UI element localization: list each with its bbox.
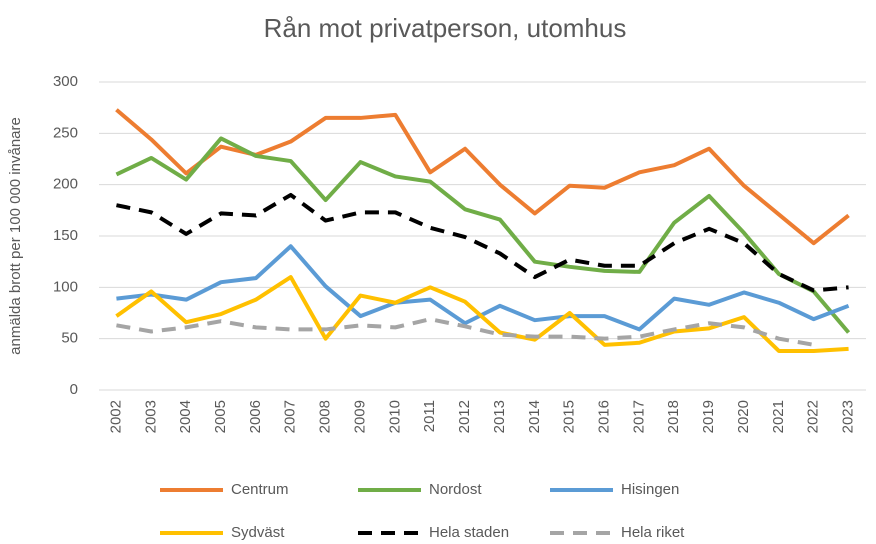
- y-axis-label: anmälda brott per 100 000 invånare: [7, 117, 24, 355]
- x-tick-label: 2022: [805, 400, 822, 433]
- x-tick-label: 2009: [351, 400, 368, 433]
- y-tick-label: 50: [61, 330, 78, 347]
- line-series: [116, 192, 849, 293]
- y-tick-label: 100: [53, 278, 78, 295]
- x-tick-label: 2013: [491, 400, 508, 433]
- x-tick-label: 2018: [665, 400, 682, 433]
- x-tick-label: 2016: [595, 400, 612, 433]
- y-tick-label: 250: [53, 124, 78, 141]
- line-series: [115, 136, 851, 334]
- x-tick-label: 2008: [317, 400, 334, 433]
- x-tick-label: 2014: [526, 400, 543, 433]
- y-tick-label: 0: [70, 381, 78, 398]
- x-tick-label: 2020: [735, 400, 752, 433]
- x-tick-label: 2023: [840, 400, 857, 433]
- legend-label: Hela riket: [621, 524, 685, 541]
- x-tick-label: 2017: [630, 400, 647, 433]
- x-tick-label: 2012: [456, 400, 473, 433]
- x-tick-label: 2011: [421, 400, 438, 432]
- legend-label: Sydväst: [231, 524, 285, 541]
- x-tick-label: 2004: [177, 400, 194, 433]
- x-tick-label: 2006: [247, 400, 264, 433]
- x-tick-label: 2010: [386, 400, 403, 433]
- legend-label: Nordost: [429, 481, 482, 498]
- chart-title: Rån mot privatperson, utomhus: [264, 13, 627, 43]
- line-series: [116, 317, 815, 347]
- x-tick-label: 2002: [107, 400, 124, 433]
- legend-label: Centrum: [231, 481, 289, 498]
- y-tick-label: 300: [53, 73, 78, 90]
- legend-label: Hela staden: [429, 524, 509, 541]
- x-tick-label: 2005: [212, 400, 229, 433]
- y-tick-label: 200: [53, 176, 78, 193]
- x-tick-label: 2003: [142, 400, 159, 433]
- line-series: [115, 108, 850, 246]
- x-tick-label: 2007: [282, 400, 299, 433]
- x-tick-label: 2021: [770, 400, 787, 433]
- y-tick-label: 150: [53, 227, 78, 244]
- legend-label: Hisingen: [621, 481, 679, 498]
- x-tick-label: 2015: [561, 400, 578, 433]
- x-tick-label: 2019: [700, 400, 717, 433]
- line-series: [115, 275, 849, 353]
